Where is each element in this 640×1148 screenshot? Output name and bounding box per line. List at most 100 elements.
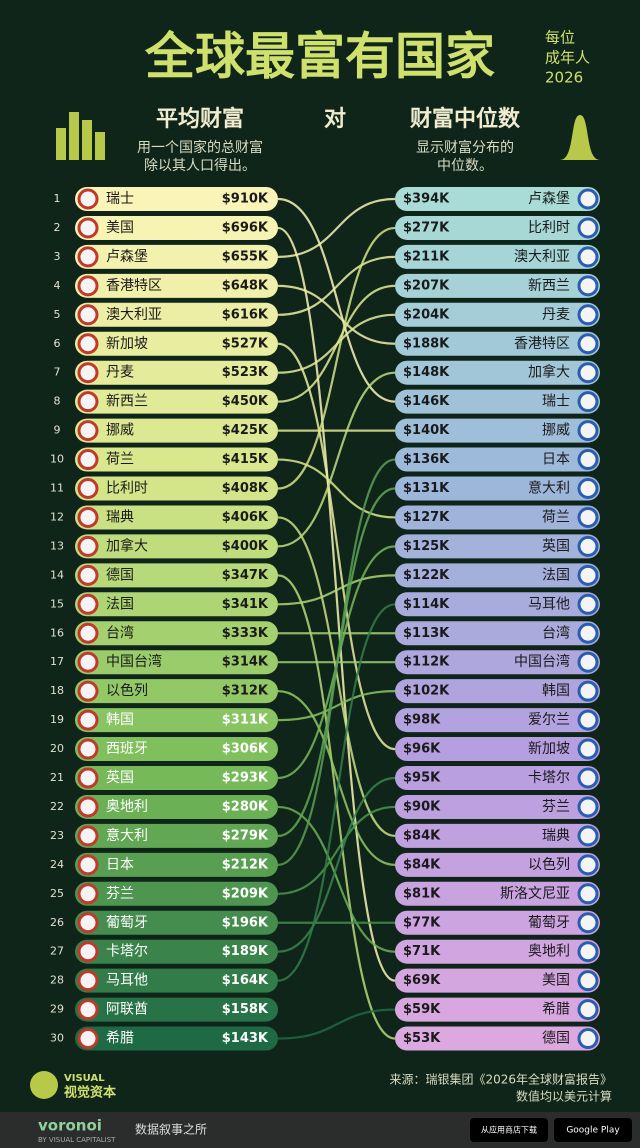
median-row	[395, 708, 600, 733]
mean-value: $279K	[222, 828, 269, 843]
mean-value: $408K	[222, 481, 269, 496]
median-row	[395, 534, 600, 559]
mean-value: $655K	[222, 249, 269, 264]
median-value: $71K	[403, 944, 441, 959]
mean-row	[75, 534, 278, 559]
mean-row	[75, 273, 278, 298]
mean-value: $158K	[222, 1002, 269, 1017]
app-name: voronoi	[38, 1117, 102, 1135]
flag	[577, 535, 599, 557]
connector	[277, 197, 396, 403]
mean-value: $400K	[222, 539, 269, 554]
right-note: 中位数。	[437, 158, 493, 174]
median-row	[395, 302, 600, 327]
flag	[77, 738, 99, 760]
mean-row	[75, 476, 278, 501]
rank: 26	[50, 916, 64, 929]
flag	[577, 680, 599, 702]
country: 法国	[106, 596, 134, 612]
country: 加拿大	[106, 537, 148, 554]
rank: 21	[50, 771, 64, 784]
country: 荷兰	[542, 509, 570, 525]
country: 意大利	[106, 827, 148, 844]
connector	[277, 458, 396, 866]
rank: 1	[54, 192, 61, 205]
country: 瑞典	[106, 509, 134, 525]
median-row	[395, 997, 600, 1022]
median-value: $53K	[403, 1031, 441, 1046]
flag	[77, 304, 99, 326]
country: 卢森堡	[106, 249, 148, 265]
mean-row	[75, 447, 278, 472]
mean-row	[75, 215, 278, 240]
country: 挪威	[106, 423, 134, 439]
median-value: $81K	[403, 886, 441, 901]
flag	[577, 217, 599, 239]
flag	[577, 738, 599, 760]
flag	[577, 767, 599, 789]
median-row	[395, 592, 600, 617]
country: 新加坡	[528, 741, 570, 757]
country: 马耳他	[106, 973, 148, 989]
connector	[277, 342, 396, 751]
country: 新西兰	[106, 394, 148, 410]
country: 中国台湾	[514, 653, 570, 670]
connector	[277, 690, 396, 722]
right-heading: 财富中位数	[410, 106, 521, 132]
rank: 29	[50, 1003, 64, 1016]
flag	[577, 970, 599, 992]
mean-row	[75, 621, 278, 646]
connector	[277, 371, 396, 548]
connector	[277, 690, 396, 866]
median-value: $90K	[403, 799, 441, 814]
rank: 8	[54, 395, 61, 408]
median-row	[395, 939, 600, 964]
mean-row	[75, 505, 278, 530]
country: 台湾	[106, 624, 134, 641]
store-button[interactable]	[554, 1118, 632, 1142]
country: 新西兰	[528, 278, 570, 294]
country: 卡塔尔	[528, 770, 570, 786]
median-value: $114K	[403, 597, 450, 612]
country: 比利时	[106, 481, 148, 497]
country: 奥地利	[528, 943, 570, 960]
rank: 7	[54, 366, 61, 379]
brand-top: VISUAL	[64, 1073, 105, 1084]
country: 以色列	[528, 856, 570, 873]
flag	[77, 506, 99, 528]
mean-row	[75, 418, 278, 443]
mean-row	[75, 968, 278, 993]
flag	[77, 362, 99, 384]
flag	[77, 825, 99, 847]
median-value: $122K	[403, 568, 450, 583]
country: 加拿大	[528, 364, 570, 381]
median-row	[395, 621, 600, 646]
country: 卢森堡	[528, 191, 570, 207]
store-button[interactable]	[470, 1118, 548, 1142]
median-row	[395, 505, 600, 530]
rank: 5	[54, 308, 61, 321]
flag	[577, 246, 599, 268]
median-value: $207K	[403, 278, 450, 293]
median-value: $125K	[403, 539, 450, 554]
country: 希腊	[106, 1031, 134, 1047]
mean-value: $415K	[222, 452, 269, 467]
flag	[77, 1028, 99, 1050]
mean-value: $341K	[222, 597, 269, 612]
median-value: $102K	[403, 684, 450, 699]
flag	[577, 333, 599, 355]
country: 美国	[542, 973, 570, 989]
rank: 6	[54, 337, 61, 350]
median-value: $77K	[403, 915, 441, 930]
country: 希腊	[542, 1002, 570, 1018]
country: 澳大利亚	[106, 307, 162, 323]
country: 马耳他	[528, 596, 570, 612]
mean-value: $312K	[222, 684, 269, 699]
country: 日本	[106, 857, 134, 873]
flag	[77, 593, 99, 615]
mean-row	[75, 244, 278, 269]
median-row	[395, 447, 600, 472]
rank: 2	[54, 221, 61, 234]
flag	[577, 1028, 599, 1050]
connector	[277, 805, 396, 895]
